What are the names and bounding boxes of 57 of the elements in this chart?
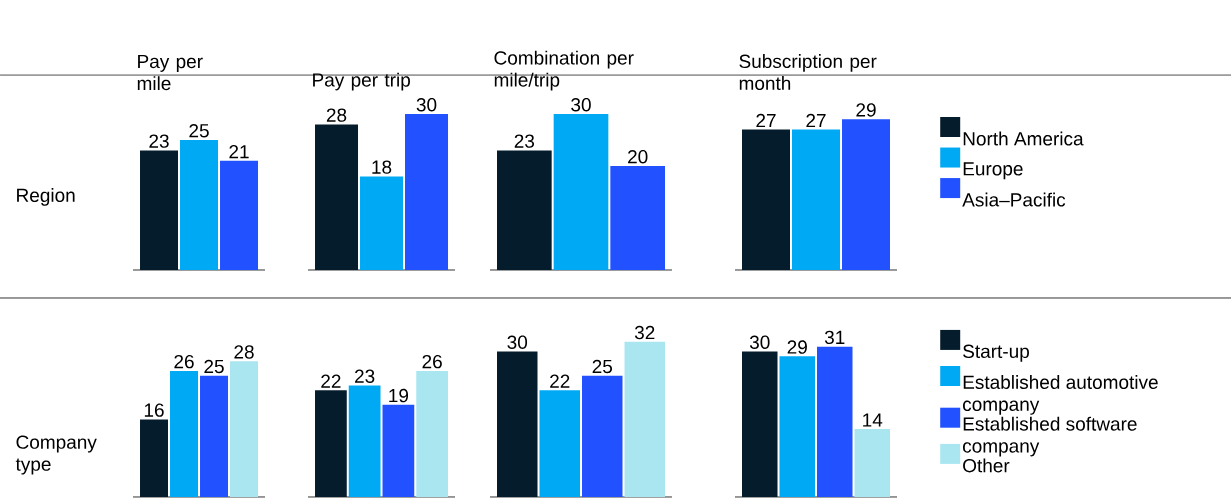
y-axis-title: Company type — [15, 435, 97, 475]
data-label: 27 — [806, 113, 826, 128]
data-label: 23 — [149, 134, 169, 148]
data-label: 19 — [389, 388, 409, 403]
data-label: 26 — [422, 354, 442, 369]
data-label: 21 — [229, 144, 249, 159]
legend-label: Europe — [963, 162, 1023, 180]
bar — [230, 361, 259, 497]
data-label: 16 — [144, 403, 164, 417]
bar — [170, 370, 199, 497]
data-label: 31 — [824, 330, 845, 345]
bar — [539, 390, 580, 497]
bar — [382, 404, 415, 497]
data-label: 20 — [628, 150, 648, 164]
data-label: 25 — [189, 124, 209, 138]
bar — [416, 370, 449, 497]
chart-title: Pay per mile — [137, 54, 203, 91]
legend-label: Asia–Pacific — [962, 192, 1066, 207]
data-label: 25 — [204, 359, 224, 374]
bar — [779, 356, 815, 497]
bar — [348, 385, 381, 497]
legend-label: Established automotive company — [963, 375, 1158, 415]
chart-title: Pay per trip — [313, 72, 410, 91]
data-label: 30 — [416, 98, 437, 112]
data-label: 14 — [863, 413, 883, 427]
data-label: 27 — [756, 113, 776, 128]
bar — [315, 390, 347, 497]
data-label: 30 — [749, 335, 770, 349]
data-label: 22 — [321, 374, 341, 388]
chart-title: Combination per mile/trip — [494, 50, 634, 91]
legend-label: Start-up — [963, 344, 1029, 362]
data-label: 30 — [507, 335, 528, 349]
legend-label: North America — [963, 131, 1084, 146]
data-label: 26 — [174, 354, 194, 369]
data-label: 25 — [592, 359, 613, 374]
bar — [200, 375, 229, 497]
data-label: 28 — [326, 108, 347, 122]
data-label: 23 — [355, 369, 375, 383]
legend-label: Established software company — [963, 416, 1137, 457]
data-label: 22 — [550, 374, 570, 388]
bar — [624, 341, 665, 497]
data-label: 32 — [634, 325, 655, 340]
data-label: 28 — [234, 345, 254, 359]
bar — [497, 351, 538, 497]
data-label: 18 — [372, 160, 392, 174]
data-label: 29 — [787, 340, 807, 354]
y-axis-title: Region — [17, 188, 75, 206]
data-label: 30 — [571, 98, 591, 112]
bar — [817, 346, 853, 497]
bar — [140, 419, 169, 497]
data-label: 23 — [514, 134, 535, 148]
bar — [582, 375, 623, 497]
bar — [854, 429, 891, 497]
data-label: 29 — [856, 103, 876, 117]
legend-label: Other — [963, 458, 1010, 473]
chart-title: Subscription per month — [739, 54, 877, 91]
bar — [742, 351, 778, 497]
